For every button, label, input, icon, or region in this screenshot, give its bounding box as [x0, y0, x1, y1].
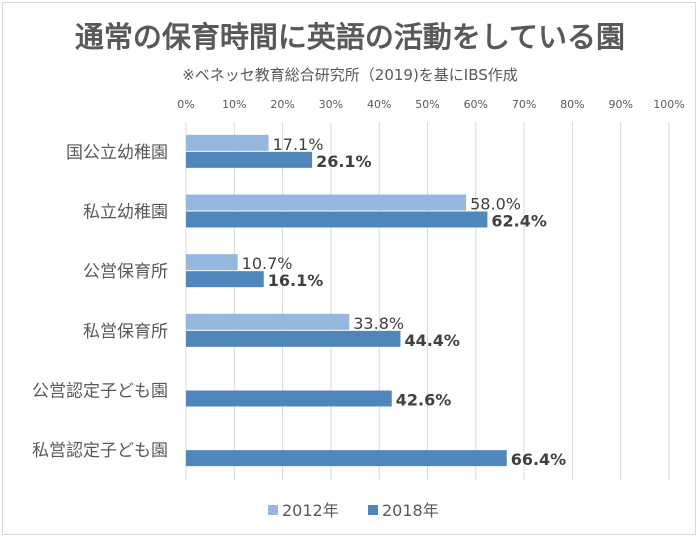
data-label: 42.6%	[396, 391, 452, 410]
bar-2012年	[186, 313, 350, 330]
legend-label: 2018年	[382, 501, 439, 520]
x-tick-label: 40%	[367, 98, 391, 111]
bar-2012年	[186, 194, 467, 211]
x-tick-label: 50%	[415, 98, 439, 111]
data-label: 17.1%	[273, 135, 324, 154]
legend-label: 2012年	[282, 501, 339, 520]
category-label: 私立幼稚園	[83, 203, 168, 223]
category-label: 国公立幼稚園	[66, 143, 168, 163]
x-tick-label: 70%	[512, 98, 536, 111]
data-label: 44.4%	[404, 331, 460, 350]
category-label: 公営保育所	[83, 262, 168, 282]
data-label: 58.0%	[470, 195, 521, 214]
bar-2018年	[186, 211, 488, 228]
x-tick-label: 20%	[270, 98, 294, 111]
data-label: 33.8%	[353, 314, 404, 333]
legend-swatch	[268, 505, 278, 515]
bar-2012年	[186, 134, 269, 151]
bar-2018年	[186, 450, 507, 467]
data-label: 16.1%	[268, 271, 324, 290]
data-label: 62.4%	[491, 212, 547, 231]
x-tick-label: 80%	[560, 98, 584, 111]
data-label: 66.4%	[511, 450, 567, 469]
bar-2012年	[186, 254, 238, 271]
chart-title: 通常の保育時間に英語の活動をしている園	[74, 20, 626, 54]
bar-2018年	[186, 330, 401, 347]
data-label: 26.1%	[316, 152, 372, 171]
category-label: 公営認定子ども園	[32, 382, 168, 402]
x-tick-label: 60%	[464, 98, 488, 111]
chart-subtitle: ※ベネッセ教育総合研究所（2019)を基にIBS作成	[182, 66, 518, 84]
bar-2018年	[186, 151, 313, 168]
category-label: 私営認定子ども園	[32, 441, 168, 461]
bar-2018年	[186, 390, 392, 407]
x-tick-label: 90%	[608, 98, 632, 111]
x-tick-label: 100%	[653, 98, 684, 111]
data-label: 10.7%	[242, 254, 293, 273]
bar-2018年	[186, 271, 264, 288]
category-label: 私営保育所	[83, 322, 168, 342]
x-tick-label: 10%	[222, 98, 246, 111]
x-tick-label: 0%	[177, 98, 194, 111]
x-tick-label: 30%	[319, 98, 343, 111]
legend-swatch	[368, 505, 378, 515]
